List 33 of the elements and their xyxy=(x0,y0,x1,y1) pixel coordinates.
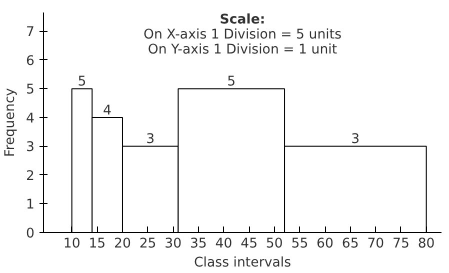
x-tick-label: 45 xyxy=(240,236,258,252)
y-tick-label: 5 xyxy=(26,82,35,98)
x-tick-label: 40 xyxy=(215,236,232,252)
x-tick-label: 30 xyxy=(164,236,182,252)
y-axis-title: Frequency xyxy=(3,88,18,157)
x-tick-label: 75 xyxy=(392,236,410,252)
annotation: On Y-axis 1 Division = 1 unit xyxy=(148,42,338,58)
x-tick-label: 65 xyxy=(342,236,359,252)
y-tick-label: 0 xyxy=(26,226,35,242)
data-label: 4 xyxy=(103,103,112,118)
data-label: 5 xyxy=(227,74,236,90)
x-tick-label: 35 xyxy=(190,236,207,252)
x-tick-label: 60 xyxy=(316,236,334,252)
x-tick-label: 20 xyxy=(114,236,131,252)
y-tick-label: 7 xyxy=(26,25,35,40)
x-tick-label: 10 xyxy=(63,236,80,252)
y-tick-label: 1 xyxy=(26,198,35,213)
x-tick-label: 15 xyxy=(88,236,106,252)
x-tick-label: 55 xyxy=(291,236,308,252)
x-tick-label: 50 xyxy=(266,236,283,252)
x-tick-label: 80 xyxy=(418,236,435,252)
y-tick-label: 4 xyxy=(26,111,35,126)
x-axis-title: Class intervals xyxy=(194,256,292,270)
chart-title: Scale: xyxy=(220,12,266,28)
data-label: 3 xyxy=(146,132,155,148)
x-tick-label: 25 xyxy=(139,236,156,252)
x-tick-label: 70 xyxy=(367,236,384,252)
y-tick-label: 6 xyxy=(26,54,35,69)
annotation: On X-axis 1 Division = 5 units xyxy=(143,28,342,42)
data-label: 5 xyxy=(78,74,86,90)
y-tick-label: 3 xyxy=(26,140,35,156)
y-tick-label: 2 xyxy=(26,168,35,184)
data-label: 3 xyxy=(351,132,360,148)
